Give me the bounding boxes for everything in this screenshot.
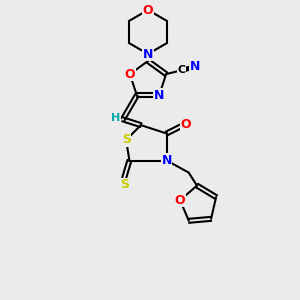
Text: O: O xyxy=(143,4,153,16)
Text: H: H xyxy=(111,113,121,123)
Text: S: S xyxy=(120,178,129,191)
Text: O: O xyxy=(124,68,135,81)
Text: S: S xyxy=(122,134,130,146)
Text: N: N xyxy=(143,47,153,61)
Text: O: O xyxy=(175,194,185,207)
Text: N: N xyxy=(161,154,172,167)
Text: N: N xyxy=(190,60,200,74)
Text: O: O xyxy=(181,118,191,131)
Text: N: N xyxy=(154,89,164,102)
Text: C: C xyxy=(178,65,186,75)
